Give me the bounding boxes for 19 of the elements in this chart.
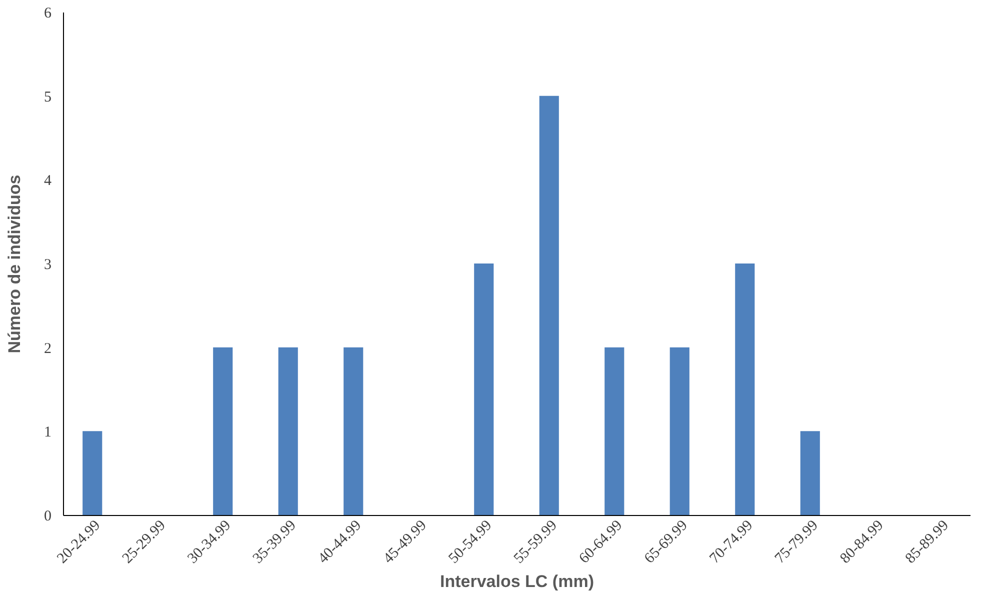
bar	[735, 264, 755, 515]
bar	[474, 264, 494, 515]
y-tick-label: 6	[44, 6, 52, 22]
y-axis-title: Número de individuos	[5, 174, 24, 354]
bar	[539, 96, 559, 515]
bar	[604, 347, 624, 515]
bar	[800, 431, 820, 515]
y-tick-label: 0	[44, 508, 52, 524]
bar	[344, 347, 364, 515]
x-axis-title: Intervalos LC (mm)	[440, 572, 594, 592]
bar	[82, 431, 102, 515]
y-tick-label: 5	[44, 89, 52, 106]
bar	[278, 347, 298, 515]
y-tick-label: 2	[44, 340, 52, 357]
y-tick-label: 4	[44, 173, 52, 190]
y-tick-label: 1	[44, 424, 52, 441]
y-tick-label: 3	[44, 257, 52, 273]
bar	[213, 347, 233, 515]
bar	[670, 347, 690, 515]
